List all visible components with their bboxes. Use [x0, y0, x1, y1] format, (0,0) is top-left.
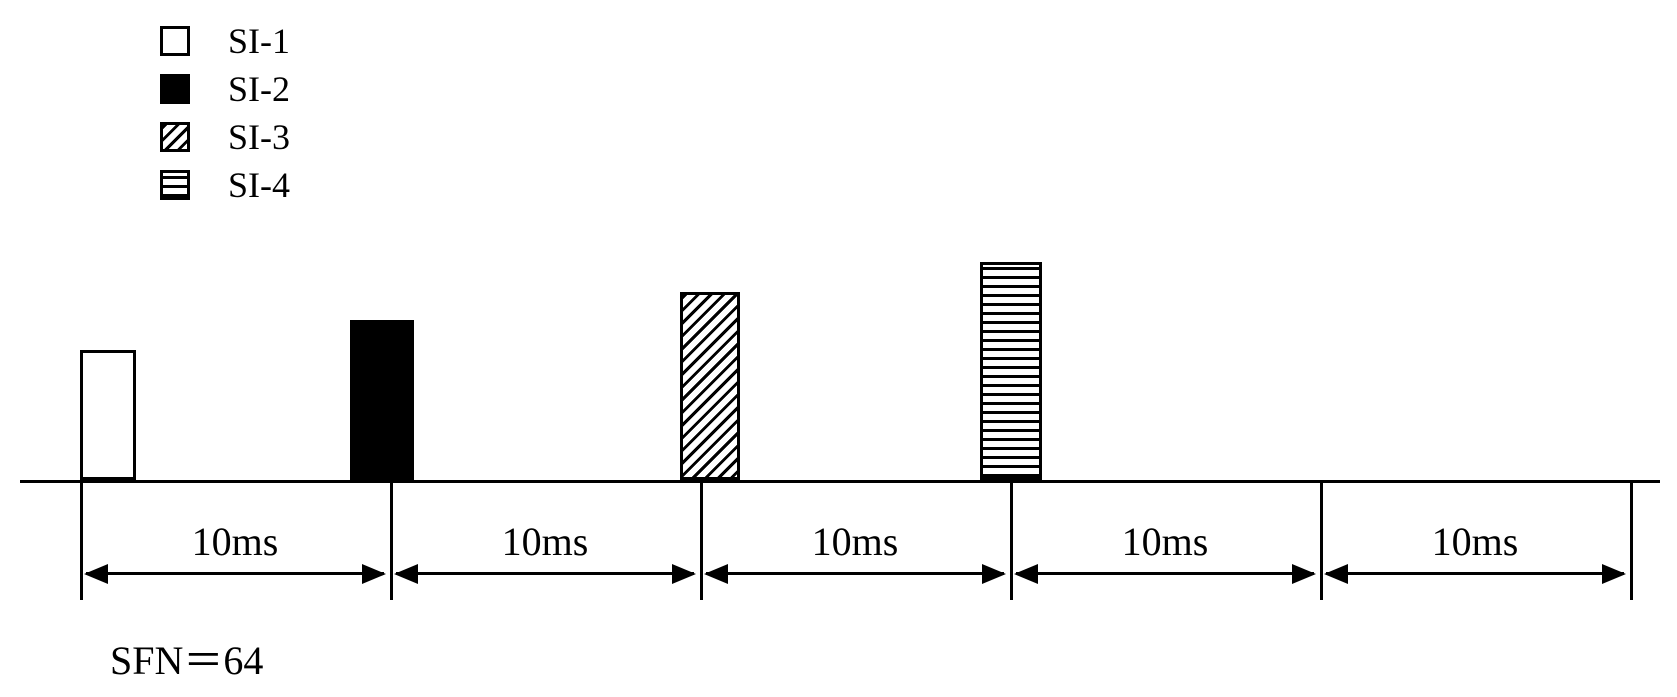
dimension-label: 10ms: [390, 518, 700, 565]
legend-label: SI-3: [228, 116, 290, 158]
arrow-right-icon: [672, 564, 696, 584]
diagram-canvas: SI-1 SI-2 SI-3 SI-4 10ms10ms10ms10ms10ms…: [20, 20, 1677, 677]
arrow-left-icon: [704, 564, 728, 584]
legend: SI-1 SI-2 SI-3 SI-4: [160, 20, 290, 212]
dimension-label: 10ms: [80, 518, 390, 565]
legend-item: SI-2: [160, 68, 290, 110]
dimension-line: [396, 572, 694, 575]
arrow-right-icon: [1292, 564, 1316, 584]
dimension-line: [86, 572, 384, 575]
arrow-left-icon: [1014, 564, 1038, 584]
dimension-row: 10ms10ms10ms10ms10ms: [80, 550, 1640, 600]
dimension-label: 10ms: [1320, 518, 1630, 565]
dimension-segment: 10ms: [700, 550, 1010, 600]
arrow-left-icon: [1324, 564, 1348, 584]
legend-item: SI-3: [160, 116, 290, 158]
legend-label: SI-4: [228, 164, 290, 206]
dimension-line: [1016, 572, 1314, 575]
bar-si-2: [350, 320, 414, 480]
dimension-tick: [1630, 480, 1633, 600]
legend-label: SI-1: [228, 20, 290, 62]
legend-label: SI-2: [228, 68, 290, 110]
sfn-label: SFN＝64: [110, 628, 263, 686]
dimension-segment: 10ms: [80, 550, 390, 600]
dimension-label: 10ms: [1010, 518, 1320, 565]
dimension-segment: 10ms: [1010, 550, 1320, 600]
legend-item: SI-1: [160, 20, 290, 62]
bar-si-4: [980, 262, 1042, 480]
legend-swatch-si1: [160, 26, 190, 56]
arrow-right-icon: [982, 564, 1006, 584]
legend-swatch-si4: [160, 170, 190, 200]
legend-swatch-si3: [160, 122, 190, 152]
dimension-segment: 10ms: [390, 550, 700, 600]
bar-si-1: [80, 350, 136, 480]
dimension-line: [706, 572, 1004, 575]
legend-swatch-si2: [160, 74, 190, 104]
arrow-left-icon: [84, 564, 108, 584]
dimension-line: [1326, 572, 1624, 575]
arrow-right-icon: [362, 564, 386, 584]
dimension-segment: 10ms: [1320, 550, 1630, 600]
arrow-right-icon: [1602, 564, 1626, 584]
dimension-label: 10ms: [700, 518, 1010, 565]
legend-item: SI-4: [160, 164, 290, 206]
timeline-axis: [20, 480, 1660, 483]
bar-si-3: [680, 292, 740, 480]
arrow-left-icon: [394, 564, 418, 584]
